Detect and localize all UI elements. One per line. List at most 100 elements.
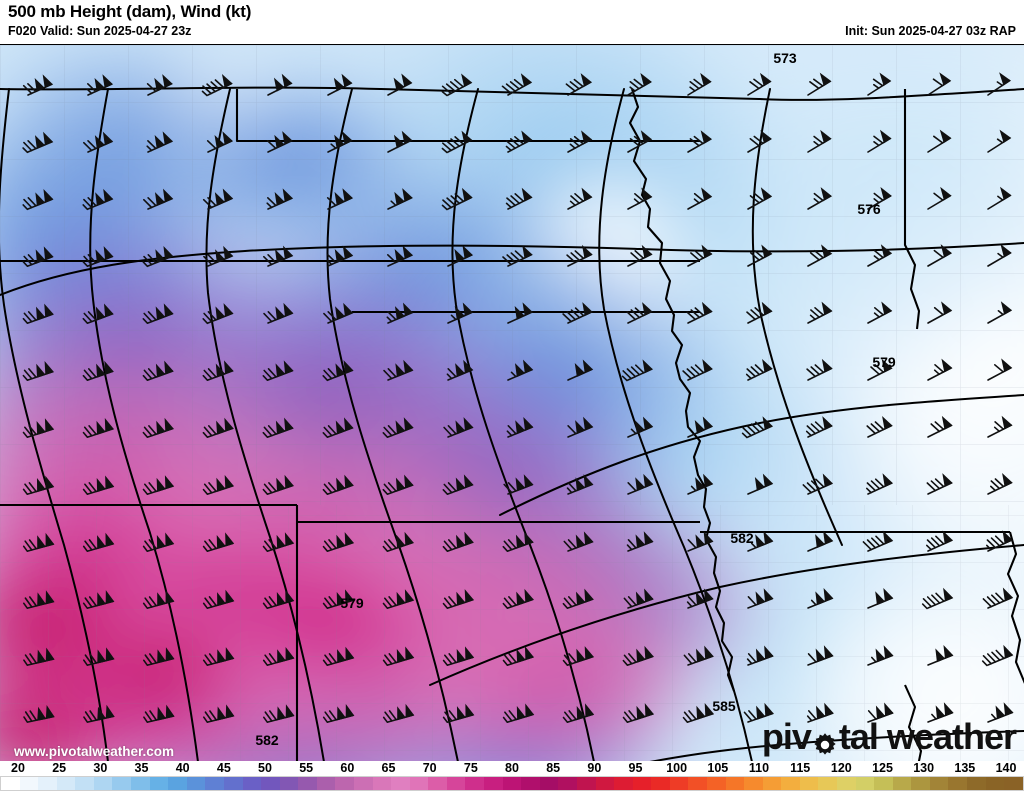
colorbar-segment: [967, 777, 986, 790]
colorbar-tick: 140: [995, 761, 1017, 775]
colorbar-segment: [744, 777, 763, 790]
wind-barb: [387, 130, 413, 153]
wind-barb: [322, 532, 355, 552]
wind-barb: [927, 415, 953, 438]
wind-barb: [741, 416, 773, 439]
wind-barb: [562, 588, 594, 609]
wind-barb: [382, 417, 414, 438]
colorbar-tick: 85: [546, 761, 561, 775]
county-boundaries-layer: [0, 45, 1024, 761]
colorbar-segment: [279, 777, 299, 790]
wind-barb: [747, 588, 774, 609]
wind-barb: [807, 244, 833, 267]
wind-barb: [747, 187, 773, 210]
colorbar-tick: 80: [505, 761, 519, 775]
wind-barb: [626, 531, 654, 552]
wind-barb: [203, 704, 235, 723]
wind-barb: [382, 703, 415, 723]
wind-barb: [623, 588, 654, 609]
wind-barb: [322, 703, 355, 723]
colorbar-tick: 35: [134, 761, 149, 775]
wind-barb: [383, 359, 414, 381]
colorbar-segment: [131, 777, 150, 790]
colorbar-tick: 50: [258, 761, 272, 775]
wind-barb: [142, 360, 174, 381]
wind-barb: [867, 645, 894, 666]
wind-barb: [206, 131, 234, 153]
brand-text-part2: tal weather: [838, 716, 1017, 757]
wind-barb: [82, 360, 114, 381]
wind-barb: [142, 475, 175, 495]
wind-barb: [927, 186, 952, 210]
wind-barb: [501, 73, 533, 96]
colorbar-tick: 75: [463, 761, 478, 775]
wind-barb: [621, 359, 653, 382]
wind-barbs-layer: [22, 72, 1014, 723]
wind-barb: [22, 189, 54, 211]
wind-barb: [807, 301, 833, 324]
brand-text-part1: piv: [761, 716, 812, 757]
wind-barb: [687, 187, 713, 210]
wind-barb: [567, 416, 594, 438]
wind-barb: [567, 187, 593, 210]
contour-label: 579: [340, 595, 364, 611]
map-svg: 573 576 579 582 579 582 585: [0, 45, 1024, 761]
colorbar-segment: [168, 777, 187, 790]
colorbar-segment: [688, 777, 707, 790]
wind-barb: [866, 415, 893, 438]
wind-barb: [146, 131, 174, 153]
map-header: 500 mb Height (dam), Wind (kt) F020 Vali…: [0, 0, 1024, 44]
wind-barb: [442, 531, 474, 552]
wind-barb: [382, 474, 414, 495]
colorbar-segment: [112, 777, 132, 790]
colorbar-tick: 70: [422, 761, 437, 775]
colorbar-segment: [428, 777, 447, 790]
wind-barb: [447, 245, 474, 267]
wind-barb: [23, 590, 55, 609]
wind-barb: [867, 301, 893, 324]
colorbar-tick: 90: [587, 761, 602, 775]
wind-barb: [82, 475, 115, 495]
wind-barb: [262, 589, 295, 609]
wind-barb: [626, 302, 653, 324]
wind-barb: [562, 646, 595, 666]
colorbar-segment: [149, 777, 169, 790]
wind-barb: [927, 244, 953, 267]
wind-barb: [22, 246, 54, 267]
colorbar-segment: [576, 777, 596, 790]
colorbar-gradient: [0, 776, 1024, 791]
colorbar-segment: [372, 777, 392, 790]
colorbar-segment: [521, 777, 540, 790]
map-canvas[interactable]: 573 576 579 582 579 582 585: [0, 44, 1024, 761]
wind-barb: [143, 704, 175, 723]
wind-barb: [382, 531, 414, 552]
wind-barb: [263, 704, 295, 723]
wind-barb: [82, 418, 115, 438]
wind-barb: [266, 188, 294, 210]
wind-barb: [687, 130, 713, 153]
colorbar-segment: [874, 777, 893, 790]
colorbar-tick: 60: [340, 761, 355, 775]
colorbar-tick: 45: [216, 761, 231, 775]
wind-barb: [926, 530, 954, 552]
wind-barb: [745, 358, 773, 381]
wind-barb: [502, 588, 534, 609]
wind-barb: [203, 245, 234, 267]
wind-barb: [441, 73, 473, 97]
wind-barb: [806, 358, 833, 381]
wind-barb: [622, 703, 655, 723]
wind-barb: [327, 130, 353, 153]
colorbar-segment: [93, 777, 113, 790]
wind-barb: [201, 74, 233, 97]
wind-barb: [805, 416, 833, 438]
wind-barb: [683, 645, 714, 666]
wind-barb: [687, 244, 713, 267]
wind-barb: [921, 587, 954, 610]
wind-barb: [867, 244, 893, 267]
wind-barb: [322, 417, 354, 438]
colorbar-segment: [799, 777, 819, 790]
wind-barb: [441, 130, 473, 154]
colorbar-segment: [948, 777, 968, 790]
colorbar-segment: [539, 777, 559, 790]
wind-speed-colorbar[interactable]: 20 25 30 35 40 45 50 55 60 65 70 75 80 85 90 95 100 105 11…: [0, 761, 1024, 791]
